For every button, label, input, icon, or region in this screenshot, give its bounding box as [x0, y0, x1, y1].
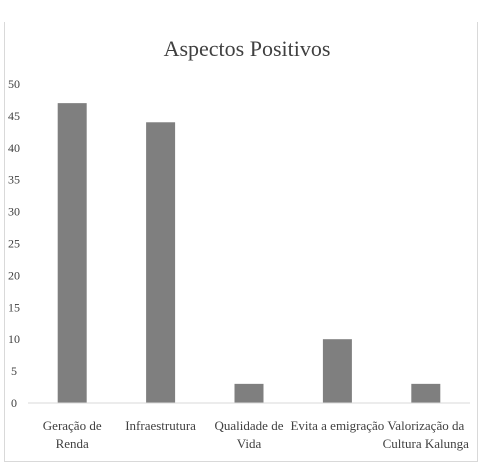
x-tick-label-line: Qualidade de [215, 418, 284, 433]
x-tick-label: Geração de Renda [43, 418, 102, 451]
x-tick-label-line: Geração de [43, 418, 102, 433]
y-tick-label: 20 [8, 268, 20, 282]
x-tick-label: Infraestrutura [125, 418, 196, 433]
bar [322, 339, 352, 403]
x-tick-label: Evita a emigração [290, 418, 384, 433]
cropped-caption-strip [0, 0, 484, 22]
bar [411, 383, 441, 403]
y-axis: 0 5 10 15 20 25 30 35 40 45 50 [8, 77, 20, 410]
y-tick-label: 5 [11, 364, 17, 378]
bar [234, 383, 264, 403]
y-tick-label: 40 [8, 141, 20, 155]
bars [57, 103, 441, 403]
x-tick-label-line: Infraestrutura [125, 418, 196, 433]
bar [146, 122, 176, 403]
x-tick-label: Valorização da Cultura Kalunga [383, 418, 470, 451]
bar [57, 103, 87, 403]
x-tick-label-line: Valorização da [387, 418, 464, 433]
y-tick-label: 10 [8, 332, 20, 346]
x-tick-label-line: Cultura Kalunga [383, 436, 470, 451]
y-tick-label: 35 [8, 173, 20, 187]
x-tick-label: Qualidade de Vida [215, 418, 284, 451]
x-tick-label-line: Evita a emigração [290, 418, 384, 433]
y-tick-label: 30 [8, 205, 20, 219]
x-tick-label-line: Renda [56, 436, 89, 451]
y-tick-label: 25 [8, 237, 20, 251]
x-tick-label-line: Vida [237, 436, 262, 451]
y-tick-label: 15 [8, 300, 20, 314]
y-tick-label: 0 [11, 396, 17, 410]
y-tick-label: 45 [8, 109, 20, 123]
y-tick-label: 50 [8, 77, 20, 91]
chart-title: Aspectos Positivos [164, 36, 331, 61]
x-axis: Geração de Renda Infraestrutura Qualidade d… [43, 418, 469, 451]
